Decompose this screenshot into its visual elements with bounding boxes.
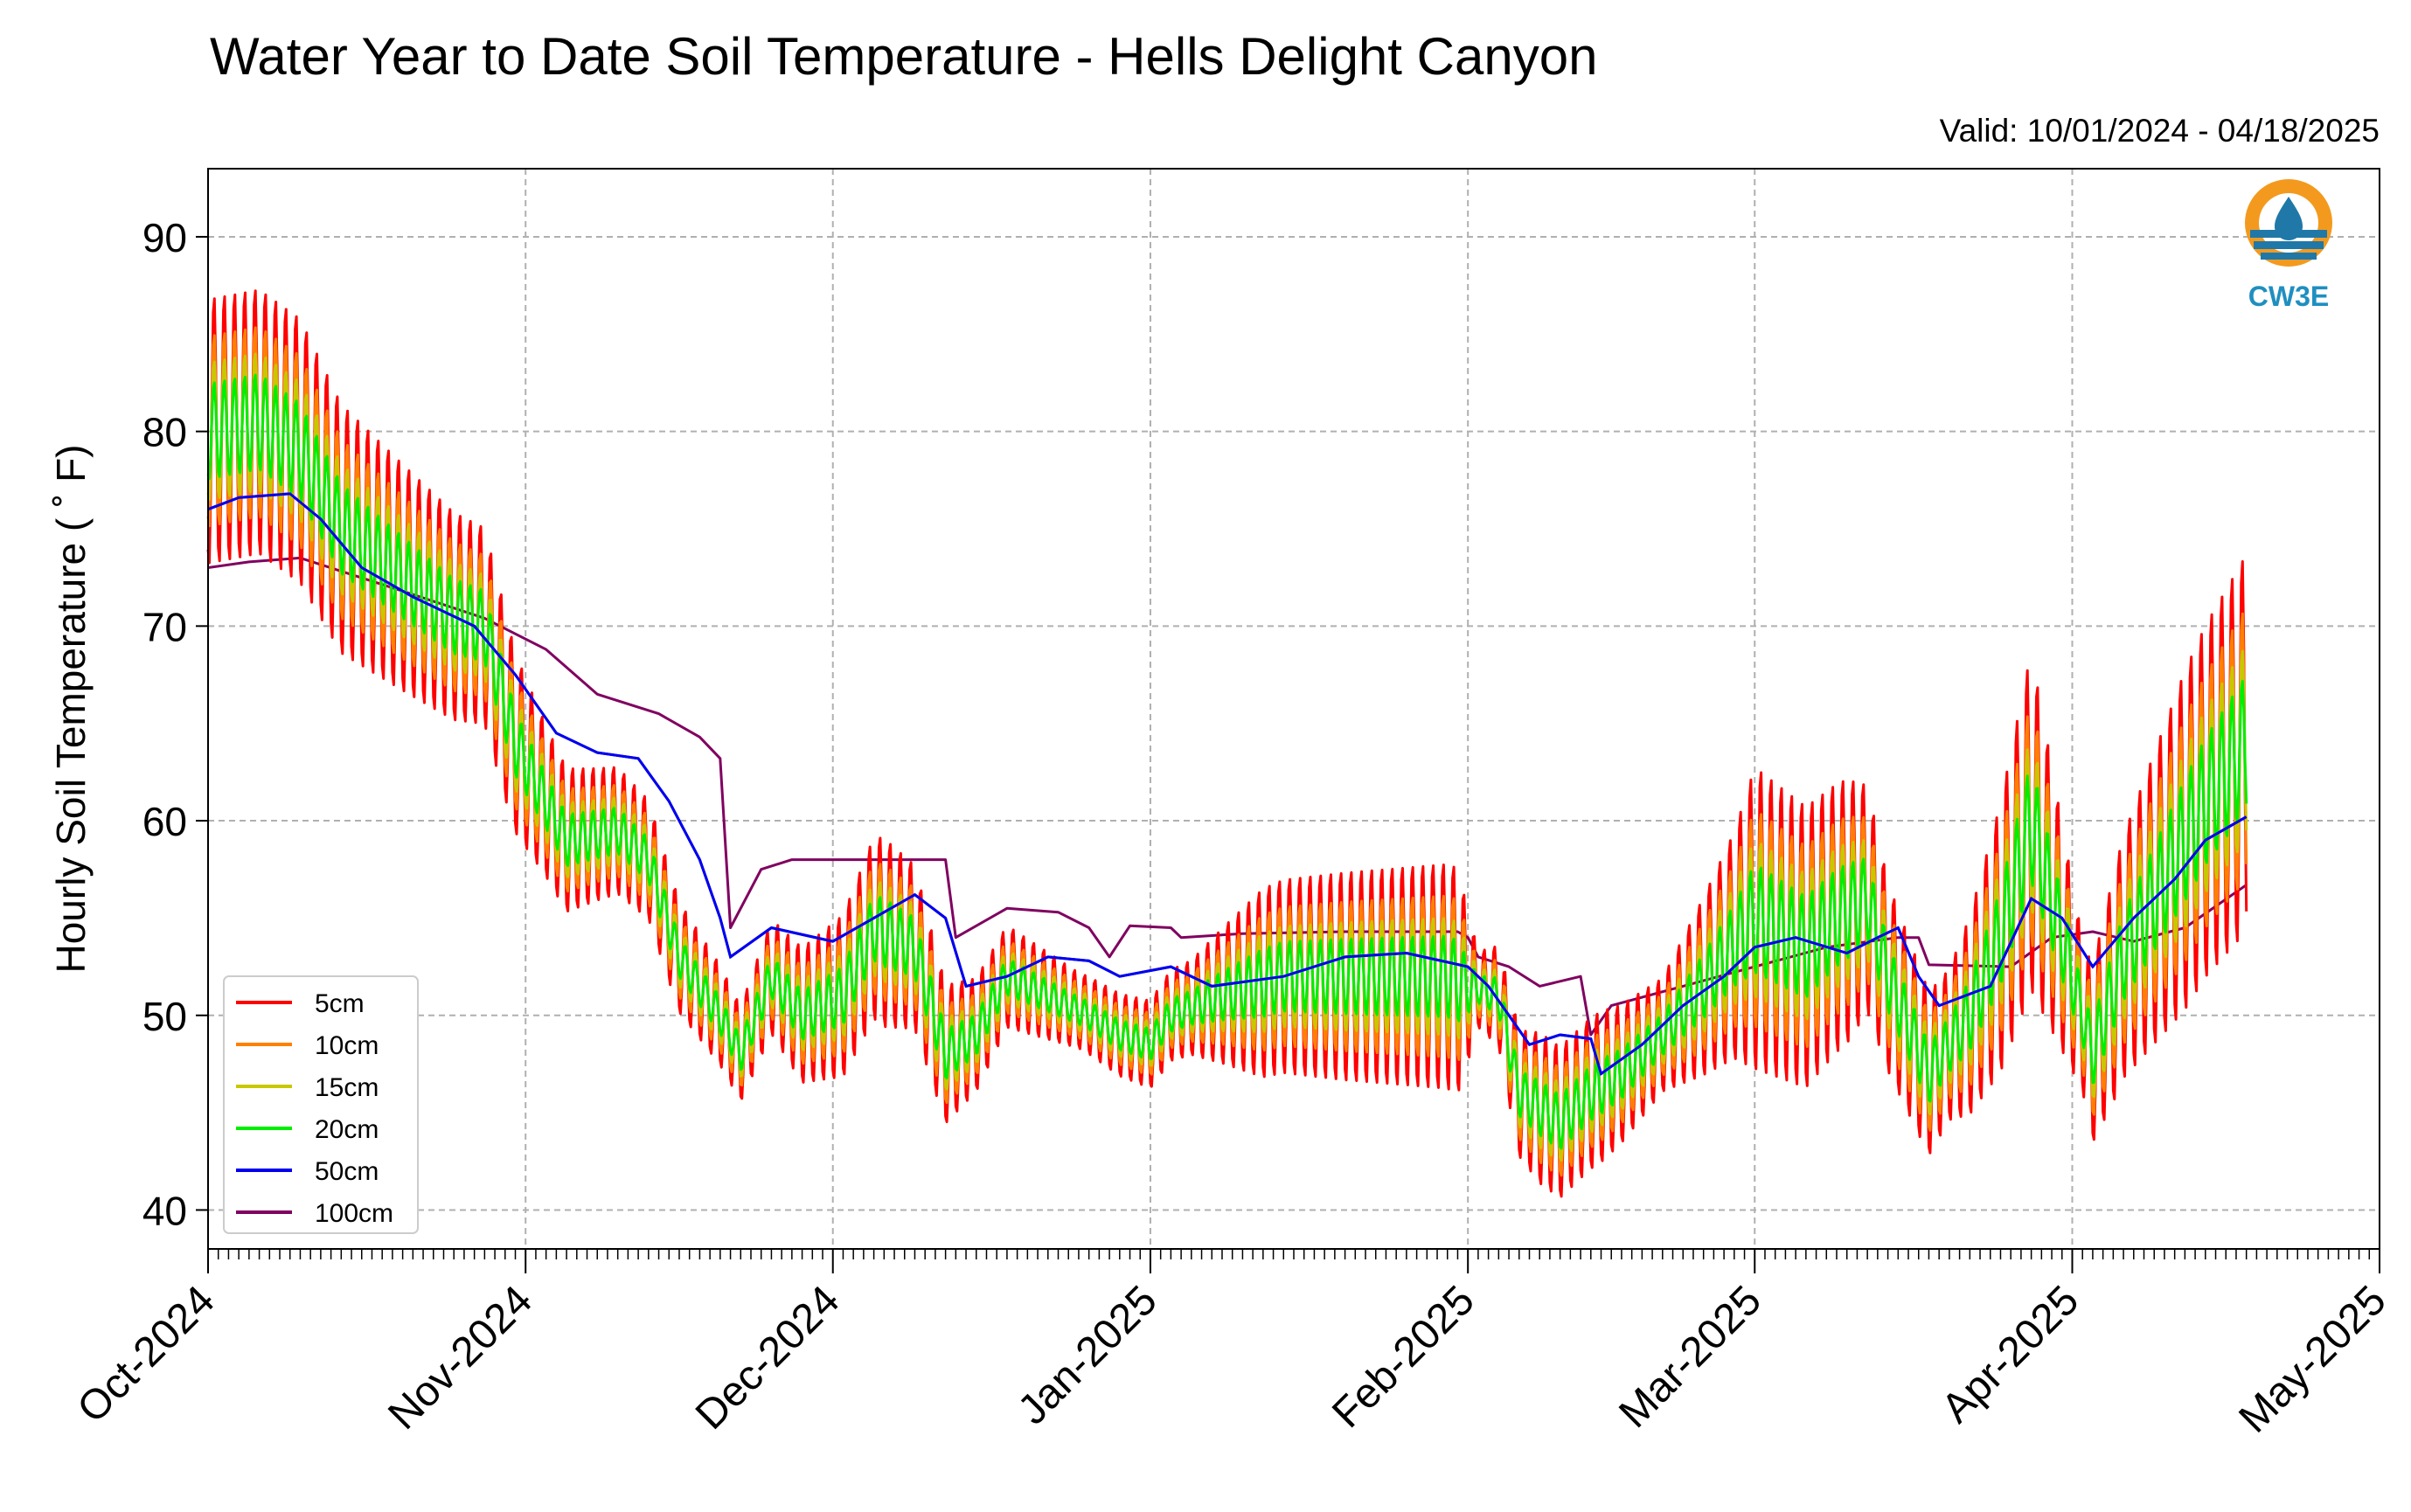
legend-label-10cm: 10cm	[315, 1031, 379, 1060]
legend-label-50cm: 50cm	[315, 1157, 379, 1186]
plot-frame	[207, 168, 2380, 1250]
legend-label-5cm: 5cm	[315, 989, 365, 1018]
y-tick-label: 50	[142, 994, 187, 1039]
y-tick-label: 70	[142, 604, 187, 649]
grid-lines	[208, 169, 2380, 1249]
logo-text: CW3E	[2248, 281, 2329, 312]
y-axis-label: Hourly Soil Temperature ( ˚ F)	[48, 445, 94, 974]
series-lines	[206, 289, 2248, 1198]
legend: 5cm 10cm 15cm 20cm 50cm 100cm	[223, 975, 419, 1234]
cw3e-logo: CW3E	[2245, 179, 2332, 312]
legend-label-20cm: 20cm	[315, 1115, 379, 1144]
x-axis-ticks: Oct-2024 Nov-2024 Dec-2024 Jan-2025 Feb-2025…	[69, 1249, 2395, 1442]
y-tick-label: 90	[142, 215, 187, 260]
x-tick-label: Oct-2024	[69, 1277, 224, 1432]
legend-label-100cm: 100cm	[315, 1199, 393, 1228]
y-tick-label: 40	[142, 1188, 187, 1233]
y-tick-label: 60	[142, 799, 187, 844]
logo-wave-2	[2254, 241, 2324, 249]
series-line-20cm	[206, 373, 2248, 1150]
water-drop-icon	[2275, 197, 2303, 240]
series-line-100cm	[207, 556, 2248, 1037]
x-tick-label: Feb-2025	[1324, 1277, 1483, 1437]
x-tick-label: Apr-2025	[1933, 1277, 2088, 1432]
x-tick-label: Dec-2024	[687, 1277, 849, 1439]
y-tick-label: 80	[142, 410, 187, 455]
y-axis-ticks: 40 50 60 70 80 90	[142, 215, 208, 1233]
logo-wave-3	[2261, 253, 2317, 260]
valid-date-range: Valid: 10/01/2024 - 04/18/2025	[1940, 113, 2380, 149]
series-line-50cm-overlay	[207, 492, 2248, 1077]
x-tick-label: May-2025	[2230, 1277, 2394, 1441]
chart-title: Water Year to Date Soil Temperature - He…	[210, 27, 1597, 86]
legend-label-15cm: 15cm	[315, 1073, 379, 1102]
x-tick-label: Mar-2025	[1610, 1277, 1770, 1437]
x-tick-label: Nov-2024	[379, 1277, 541, 1439]
x-tick-label: Jan-2025	[1010, 1277, 1166, 1433]
legend-entries: 5cm 10cm 15cm 20cm 50cm 100cm	[236, 989, 393, 1228]
